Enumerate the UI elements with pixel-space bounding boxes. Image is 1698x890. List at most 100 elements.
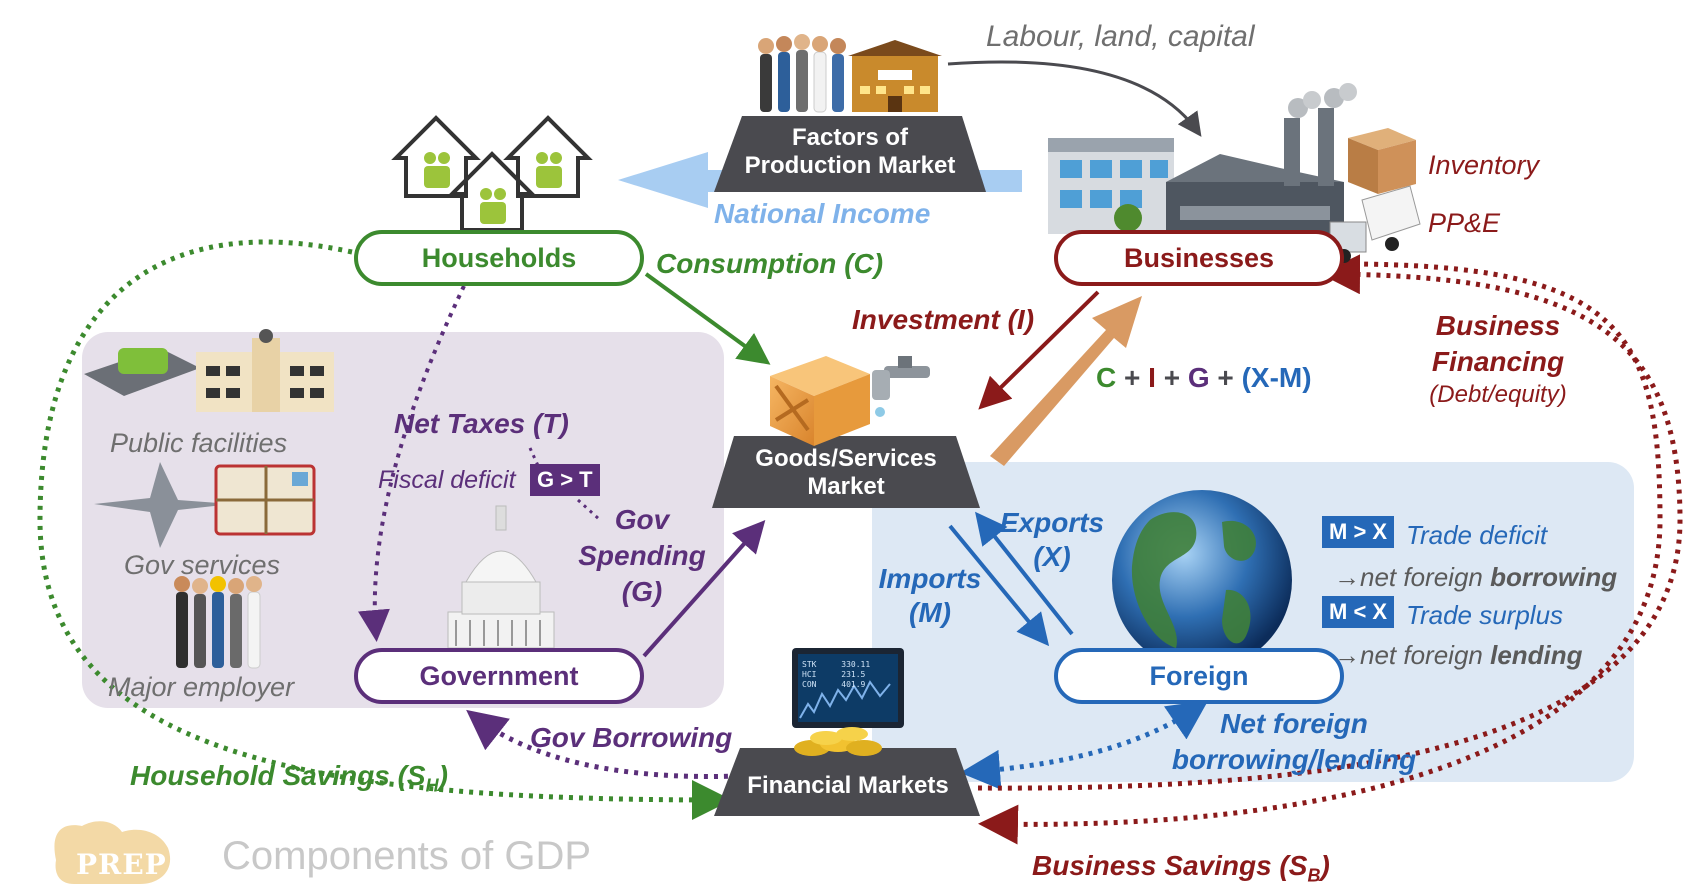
household-savings-label: Household Savings (SH) [130, 760, 448, 797]
factors-market-label: Factors of Production Market [724, 124, 976, 180]
office-building-illustration [1048, 138, 1174, 234]
footer-title: Components of GDP [222, 834, 592, 878]
terminal-row-3: CON 401.9 [802, 680, 866, 689]
exports-arrow [975, 511, 1074, 636]
public-facilities-illustration [84, 329, 334, 412]
public-facilities-label: Public facilities [110, 428, 288, 458]
fiscal-connector [528, 447, 602, 522]
m-gt-x-badge: M > X [1322, 516, 1395, 548]
capitol-illustration [447, 505, 555, 649]
coins-illustration [794, 727, 882, 756]
gov-spending-line1: Gov [614, 504, 670, 535]
terminal-readout: STK 330.11 HCI 231.5 CON 401.9 [802, 660, 870, 690]
household-savings-path [37, 239, 732, 820]
prep-logo [54, 821, 171, 884]
houses-illustration [391, 115, 593, 232]
formula-xm: (X-M) [1241, 362, 1312, 393]
household-savings-sub: H [425, 775, 439, 796]
goods-market-label: Goods/Services Market [722, 445, 970, 501]
ppe-label: PP&E [1428, 208, 1501, 238]
gdp-formula: C + I + G + (X-M) [1096, 362, 1312, 394]
mail-illustration [214, 464, 316, 536]
business-financing-label: Business Financing (Debt/equity) [1398, 308, 1598, 410]
labour-label: Labour, land, capital [986, 20, 1255, 53]
formula-c: C [1096, 362, 1117, 393]
businesses-node[interactable]: Businesses [1054, 230, 1344, 286]
business-financing-line1: Business [1435, 310, 1561, 341]
factory-illustration [1166, 83, 1357, 238]
net-borrowing-note: →net foreign borrowing [1334, 562, 1617, 593]
globe-illustration [1112, 490, 1292, 670]
family-icons [424, 152, 562, 224]
formula-g: G [1187, 362, 1210, 393]
national-income-label: National Income [714, 198, 931, 229]
faucet-illustration [872, 356, 930, 417]
gov-spending-line2: Spending [578, 540, 706, 571]
factors-market-shape [714, 116, 986, 192]
crate-illustration [770, 356, 870, 446]
business-savings-label: Business Savings (SB) [1032, 850, 1330, 887]
net-borrowing-prefix: →net foreign [1334, 562, 1491, 592]
business-savings-close: ) [1320, 850, 1330, 881]
net-taxes-label: Net Taxes (T) [394, 408, 569, 439]
hotel-illustration [848, 40, 942, 112]
formula-plus-1: + [1124, 362, 1141, 393]
exports-label: Exports (X) [990, 506, 1114, 574]
workers-illustration [758, 34, 846, 113]
gov-spending-line3: (G) [621, 576, 663, 607]
labour-arrow [947, 60, 1202, 137]
investment-arrow [978, 290, 1100, 410]
m-lt-x-badge: M < X [1322, 596, 1395, 628]
factors-market-line1: Factors of [791, 124, 908, 151]
formula-plus-2: + [1163, 362, 1181, 393]
goods-market-line1: Goods/Services [755, 445, 937, 472]
government-panel [82, 332, 724, 708]
net-borrowing-bold: borrowing [1490, 562, 1618, 592]
net-lending-prefix: →net foreign [1334, 640, 1491, 670]
gov-services-label: Gov services [124, 550, 281, 580]
terminal-row-1: STK 330.11 [802, 660, 871, 669]
stock-terminal-illustration [792, 648, 904, 738]
trade-deficit-label: Trade deficit [1406, 520, 1548, 550]
consumption-arrow [644, 272, 771, 365]
gov-borrowing-path [466, 709, 739, 779]
financial-market-shape [714, 748, 980, 816]
goods-market-line2: Market [807, 473, 885, 500]
trade-surplus-label: Trade surplus [1406, 600, 1564, 630]
net-foreign-line1: Net foreign [1220, 708, 1368, 739]
imports-line1: Imports [878, 563, 982, 594]
gdp-arrow [990, 296, 1142, 466]
household-savings-close: ) [438, 760, 448, 791]
net-foreign-line2: borrowing/lending [1171, 744, 1417, 775]
imports-arrow [948, 524, 1050, 647]
business-savings-sub: B [1307, 865, 1321, 886]
household-savings-text: Household Savings (S [130, 760, 426, 791]
fighter-jet-illustration [94, 462, 232, 548]
consumption-label: Consumption (C) [656, 248, 884, 279]
formula-i: I [1148, 362, 1156, 393]
government-node[interactable]: Government [354, 648, 644, 704]
business-financing-path [977, 254, 1683, 791]
business-savings-text: Business Savings (S [1032, 850, 1308, 881]
prep-logo-text: PREP [76, 848, 167, 881]
business-financing-line3: (Debt/equity) [1429, 381, 1567, 408]
imports-line2: (M) [909, 597, 951, 628]
financial-market-label: Financial Markets [747, 772, 949, 799]
formula-plus-3: + [1217, 362, 1234, 393]
net-lending-bold: lending [1490, 640, 1583, 670]
net-foreign-label: Net foreign borrowing/lending [1158, 706, 1430, 778]
inventory-label: Inventory [1428, 150, 1540, 180]
net-taxes-path [358, 285, 466, 642]
terminal-row-2: HCI 231.5 [802, 670, 866, 679]
business-savings-path [978, 261, 1663, 845]
g-gt-t-badge: G > T [530, 464, 600, 496]
investment-label: Investment (I) [852, 304, 1035, 335]
inventory-box-illustration [1348, 128, 1416, 194]
foreign-node[interactable]: Foreign [1054, 648, 1344, 704]
households-node[interactable]: Households [354, 230, 644, 286]
imports-label: Imports (M) [868, 562, 992, 630]
gov-spending-arrow [642, 520, 766, 658]
net-lending-note: →net foreign lending [1334, 640, 1583, 671]
business-financing-line2: Financing [1431, 346, 1565, 377]
